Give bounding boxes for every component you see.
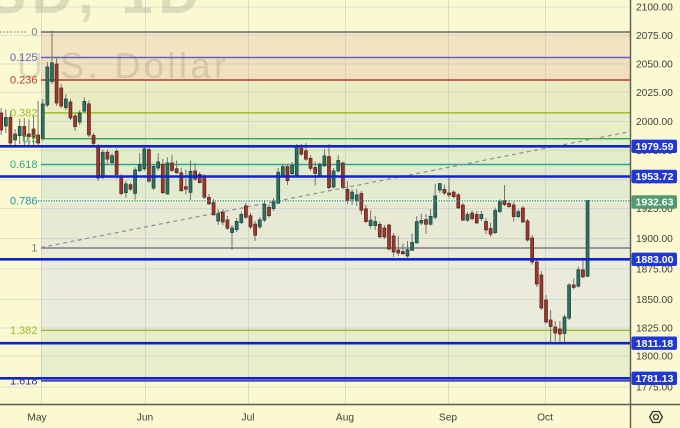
svg-text:Oct: Oct bbox=[537, 413, 553, 424]
svg-text:1800.00: 1800.00 bbox=[636, 352, 673, 363]
svg-text:1932.63: 1932.63 bbox=[636, 197, 674, 209]
svg-text:0.786: 0.786 bbox=[10, 196, 38, 208]
svg-text:1875.00: 1875.00 bbox=[636, 265, 673, 276]
svg-text:2050.00: 2050.00 bbox=[636, 60, 673, 71]
svg-text:2025.00: 2025.00 bbox=[636, 88, 673, 99]
svg-text:Jun: Jun bbox=[137, 413, 153, 424]
svg-text:1781.13: 1781.13 bbox=[636, 373, 674, 385]
svg-text:1825.00: 1825.00 bbox=[636, 324, 673, 335]
svg-text:2075.00: 2075.00 bbox=[636, 31, 673, 42]
svg-text:1.382: 1.382 bbox=[10, 325, 38, 337]
svg-text:0.125: 0.125 bbox=[10, 52, 38, 64]
svg-text:1811.18: 1811.18 bbox=[636, 338, 674, 350]
svg-text:0.382: 0.382 bbox=[10, 108, 38, 120]
svg-text:1925.00: 1925.00 bbox=[636, 204, 673, 215]
svg-text:Aug: Aug bbox=[336, 413, 354, 424]
svg-text:0.236: 0.236 bbox=[10, 75, 38, 87]
svg-text:0.5: 0.5 bbox=[22, 133, 37, 145]
svg-text:May: May bbox=[27, 413, 47, 424]
svg-text:1850.00: 1850.00 bbox=[636, 295, 673, 306]
svg-text:2100.00: 2100.00 bbox=[636, 3, 673, 14]
svg-text:1775.00: 1775.00 bbox=[636, 383, 673, 394]
svg-text:1: 1 bbox=[31, 243, 37, 255]
svg-text:/ U.S. Dollar: / U.S. Dollar bbox=[0, 45, 230, 86]
svg-text:1953.72: 1953.72 bbox=[636, 171, 674, 183]
svg-text:1.618: 1.618 bbox=[10, 376, 38, 388]
svg-text:Jul: Jul bbox=[241, 413, 254, 424]
svg-text:0.618: 0.618 bbox=[10, 159, 38, 171]
svg-text:1979.59: 1979.59 bbox=[636, 141, 674, 153]
svg-text:1900.00: 1900.00 bbox=[636, 234, 673, 245]
svg-text:USD, 1D: USD, 1D bbox=[0, 0, 205, 25]
svg-text:Sep: Sep bbox=[439, 413, 457, 424]
svg-text:0: 0 bbox=[31, 27, 37, 39]
svg-text:2000.00: 2000.00 bbox=[636, 117, 673, 128]
svg-text:1883.00: 1883.00 bbox=[636, 254, 674, 266]
